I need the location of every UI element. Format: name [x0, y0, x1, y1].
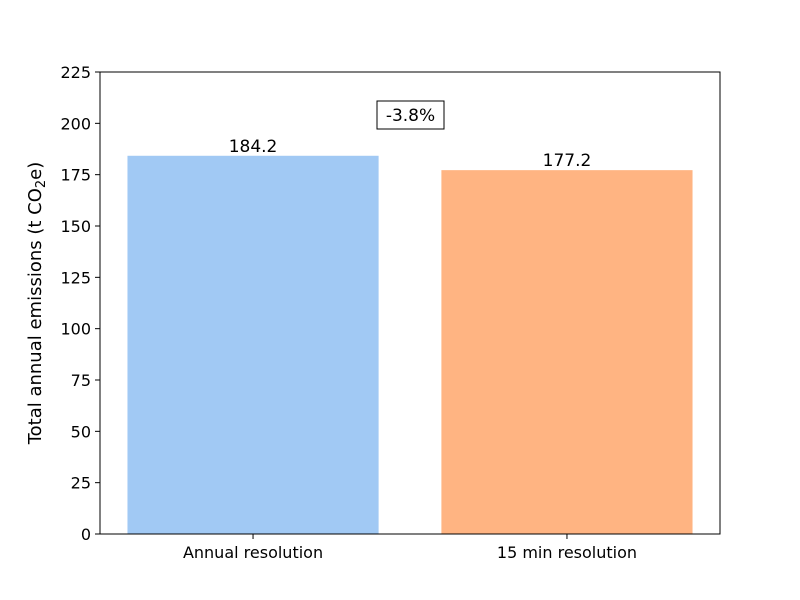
y-tick-label-2: 50: [71, 422, 91, 441]
x-tick-label-0: Annual resolution: [183, 543, 323, 562]
x-tick-label-1: 15 min resolution: [497, 543, 637, 562]
y-tick-label-9: 225: [60, 63, 91, 82]
bar-0: [127, 155, 379, 534]
y-tick-label-7: 175: [60, 166, 91, 185]
bar-1: [441, 170, 693, 534]
y-axis-title-end: e): [25, 162, 46, 180]
y-tick-label-1: 25: [71, 474, 91, 493]
y-axis-title: Total annual emissions (t CO2e): [25, 162, 49, 446]
plot-frame: [99, 71, 721, 535]
y-tick-label-5: 125: [60, 268, 91, 287]
y-tick-label-0: 0: [81, 525, 91, 544]
y-axis-title-subscript: 2: [34, 180, 49, 188]
ticks-group: Annual resolution 15 min resolution 0 25 50 7…: [60, 63, 637, 562]
annotation-text: -3.8%: [386, 106, 435, 126]
y-tick-label-4: 100: [60, 320, 91, 339]
bar-value-label-0: 184.2: [229, 137, 278, 157]
y-tick-label-3: 75: [71, 371, 91, 390]
bars-group: 184.2 177.2: [127, 137, 693, 534]
y-axis-title-main: Total annual emissions (t CO: [25, 188, 46, 445]
y-tick-label-6: 150: [60, 217, 91, 236]
y-tick-label-8: 200: [60, 114, 91, 133]
bar-value-label-1: 177.2: [543, 151, 592, 171]
annotation-frame: [376, 100, 445, 130]
annotation-box: -3.8%: [376, 100, 445, 130]
